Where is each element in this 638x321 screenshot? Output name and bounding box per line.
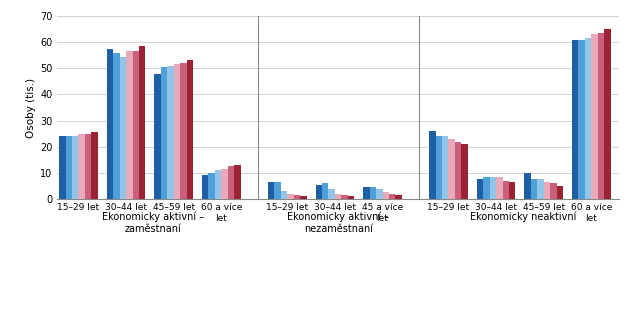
Bar: [107, 49, 113, 199]
Bar: [348, 196, 354, 199]
Bar: [78, 134, 85, 199]
Bar: [215, 170, 221, 199]
Bar: [66, 136, 72, 199]
Bar: [221, 169, 228, 199]
Bar: [167, 66, 174, 199]
Bar: [316, 185, 322, 199]
Bar: [579, 39, 585, 199]
Bar: [329, 188, 335, 199]
Bar: [455, 142, 461, 199]
Bar: [449, 139, 455, 199]
Bar: [556, 186, 563, 199]
Bar: [228, 166, 234, 199]
Bar: [322, 183, 329, 199]
Y-axis label: Osoby (tis.): Osoby (tis.): [26, 77, 36, 138]
Bar: [209, 173, 215, 199]
Bar: [585, 38, 591, 199]
Bar: [363, 187, 369, 199]
Bar: [483, 177, 489, 199]
Bar: [369, 187, 376, 199]
Bar: [268, 182, 274, 199]
Bar: [436, 136, 442, 199]
Bar: [604, 29, 611, 199]
Bar: [537, 179, 544, 199]
Bar: [442, 136, 449, 199]
Bar: [293, 195, 300, 199]
Bar: [509, 182, 516, 199]
Bar: [300, 196, 307, 199]
Bar: [174, 65, 180, 199]
Bar: [113, 53, 120, 199]
Bar: [180, 63, 187, 199]
Bar: [376, 188, 383, 199]
Bar: [72, 136, 78, 199]
Bar: [341, 195, 348, 199]
Bar: [287, 194, 293, 199]
Bar: [154, 74, 161, 199]
Bar: [202, 176, 209, 199]
Bar: [572, 39, 579, 199]
Bar: [335, 194, 341, 199]
Bar: [429, 131, 436, 199]
Bar: [496, 177, 503, 199]
Bar: [383, 193, 389, 199]
Bar: [396, 195, 402, 199]
Bar: [139, 46, 145, 199]
Bar: [187, 60, 193, 199]
Bar: [461, 144, 468, 199]
Bar: [550, 183, 556, 199]
Bar: [120, 56, 126, 199]
Bar: [133, 51, 139, 199]
Text: Ekonomicky aktivní –
nezaměstnaní: Ekonomicky aktivní – nezaměstnaní: [287, 212, 389, 234]
Text: Ekonomicky neaktivní: Ekonomicky neaktivní: [470, 212, 576, 222]
Bar: [274, 182, 281, 199]
Text: Ekonomicky aktivní –
zaměstnaní: Ekonomicky aktivní – zaměstnaní: [102, 212, 204, 234]
Bar: [524, 173, 531, 199]
Bar: [85, 134, 91, 199]
Bar: [126, 51, 133, 199]
Bar: [477, 179, 483, 199]
Bar: [59, 136, 66, 199]
Bar: [544, 182, 550, 199]
Bar: [234, 165, 241, 199]
Bar: [531, 179, 537, 199]
Bar: [598, 33, 604, 199]
Bar: [591, 34, 598, 199]
Bar: [161, 67, 167, 199]
Bar: [489, 177, 496, 199]
Bar: [389, 194, 396, 199]
Bar: [91, 132, 98, 199]
Bar: [281, 191, 287, 199]
Bar: [503, 181, 509, 199]
